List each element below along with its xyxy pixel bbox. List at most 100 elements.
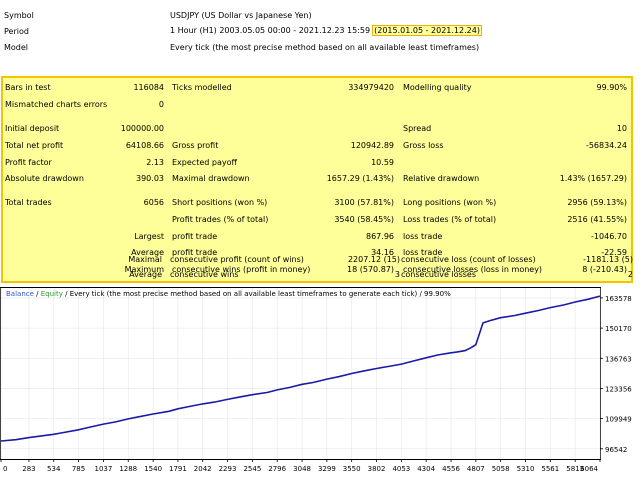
average-profit-label: profit trade: [172, 248, 218, 257]
maximal-consec-profit-label: consecutive profit (count of wins): [170, 255, 304, 264]
period-label: Period: [4, 27, 29, 36]
loss-trades-value: 2516 (41.55%): [567, 215, 627, 224]
avg-consec-losses-value: 2: [627, 270, 633, 279]
x-tick-label: 2796: [268, 465, 286, 473]
period-highlight: (2015.01.05 - 2021.12.24): [372, 25, 482, 36]
total-trades-value: 6056: [143, 198, 164, 207]
short-positions-value: 3100 (57.81%): [334, 198, 394, 207]
short-positions-label: Short positions (won %): [172, 198, 268, 207]
absolute-drawdown-label: Absolute drawdown: [5, 174, 84, 183]
x-tick-label: 1037: [95, 465, 113, 473]
modelling-quality-label: Modelling quality: [403, 83, 472, 92]
expected-payoff-value: 10.59: [371, 158, 394, 167]
avg-consec-losses-label: consecutive losses: [401, 270, 477, 279]
legend-model: Every tick (the most precise method base…: [69, 290, 418, 298]
x-tick-label: 3048: [293, 465, 311, 473]
maximal-drawdown-value: 1657.29 (1.43%): [326, 174, 394, 183]
y-axis: 96542 109949 123356 136763 150170 163578: [600, 295, 632, 454]
balance-chart: 96542 109949 123356 136763 150170 163578 0 283…: [0, 287, 632, 473]
modelling-quality-value: 99.90%: [596, 83, 627, 92]
bars-in-test-value: 116084: [133, 83, 164, 92]
spread-value: 10: [616, 124, 627, 133]
largest-label: Largest: [134, 232, 164, 241]
total-trades-label: Total trades: [5, 198, 52, 207]
stats-table: Bars in test 116084 Ticks modelled 33497…: [1, 76, 633, 283]
gross-profit-value: 120942.89: [350, 141, 394, 150]
absolute-drawdown-value: 390.03: [136, 174, 164, 183]
initial-deposit-label: Initial deposit: [5, 124, 60, 133]
x-tick-label: 3299: [318, 465, 336, 473]
average-loss-value: -22.59: [601, 248, 627, 257]
y-tick-label: 96542: [605, 446, 627, 454]
average-label: Average: [131, 248, 164, 257]
model-value: Every tick (the most precise method base…: [170, 43, 480, 52]
largest-loss-value: -1046.70: [591, 232, 627, 241]
y-tick-label: 150170: [605, 325, 632, 333]
largest-profit-label: profit trade: [172, 232, 218, 241]
model-label: Model: [4, 43, 29, 52]
maximal-label: Maximal: [128, 255, 162, 264]
long-positions-value: 2956 (59.13%): [567, 198, 627, 207]
long-positions-label: Long positions (won %): [403, 198, 497, 207]
maximal-consec-loss-label: consecutive loss (count of losses): [401, 255, 536, 264]
legend-sep-3: /: [417, 290, 425, 298]
legend-equity: Equity: [40, 290, 63, 298]
x-tick-label: 5813: [566, 465, 584, 473]
gross-profit-label: Gross profit: [172, 141, 219, 150]
profit-factor-value: 2.13: [146, 158, 164, 167]
profit-factor-label: Profit factor: [5, 158, 52, 167]
relative-drawdown-label: Relative drawdown: [403, 174, 480, 183]
x-tick-label: 4556: [442, 465, 460, 473]
mismatched-errors-label: Mismatched charts errors: [5, 100, 108, 109]
x-tick-label: 5561: [541, 465, 559, 473]
average2-label: Average: [129, 270, 162, 279]
legend-quality: 99.90%: [424, 290, 451, 298]
period-value-row: 1 Hour (H1) 2003.05.05 00:00 - 2021.12.2…: [170, 25, 482, 36]
x-tick-label: 2293: [219, 465, 237, 473]
x-tick-label: 1791: [169, 465, 187, 473]
total-net-profit-value: 64108.66: [125, 141, 164, 150]
y-tick-label: 109949: [605, 416, 632, 424]
mismatched-errors-value: 0: [158, 100, 164, 109]
loss-trades-label: Loss trades (% of total): [403, 215, 497, 224]
symbol-value: USDJPY (US Dollar vs Japanese Yen): [170, 11, 312, 20]
y-tick-label: 136763: [605, 355, 632, 363]
total-net-profit-label: Total net profit: [5, 141, 64, 150]
largest-profit-value: 867.96: [366, 232, 394, 241]
x-tick-label: 4053: [392, 465, 410, 473]
x-tick-label: 5310: [517, 465, 535, 473]
plot-frame: [0, 287, 601, 460]
x-tick-label: 1288: [119, 465, 137, 473]
average-loss-label: loss trade: [403, 248, 443, 257]
y-tick-label: 123356: [605, 385, 632, 393]
legend-sep-2: /: [62, 290, 70, 298]
balance-series-line: [0, 295, 601, 442]
legend-balance: Balance: [6, 290, 34, 298]
maximum-label: Maximum: [124, 265, 164, 274]
max-consec-losses-value: 8 (-210.43): [582, 265, 627, 274]
maximal-consec-profit-value: 2207.12 (15): [347, 255, 400, 264]
max-consec-losses-label: consecutive losses (loss in money): [403, 265, 543, 274]
largest-loss-label: loss trade: [403, 232, 443, 241]
gross-loss-label: Gross loss: [403, 141, 444, 150]
x-tick-label: 785: [72, 465, 85, 473]
x-tick-label: 5058: [492, 465, 510, 473]
x-tick-label: 6064: [580, 465, 598, 473]
gross-loss-value: -56834.24: [585, 141, 627, 150]
x-tick-label: 1540: [144, 465, 162, 473]
relative-drawdown-value: 1.43% (1657.29): [559, 174, 627, 183]
bars-in-test-label: Bars in test: [5, 83, 51, 92]
x-tick-label: 3550: [343, 465, 361, 473]
legend-sep-1: /: [33, 290, 41, 298]
period-value: 1 Hour (H1) 2003.05.05 00:00 - 2021.12.2…: [170, 26, 371, 35]
ticks-modelled-label: Ticks modelled: [172, 83, 232, 92]
x-tick-label: 283: [22, 465, 35, 473]
maximal-drawdown-label: Maximal drawdown: [172, 174, 250, 183]
x-tick-label: 3802: [368, 465, 386, 473]
ticks-modelled-value: 334979420: [348, 83, 394, 92]
x-tick-label: 2545: [243, 465, 261, 473]
spread-label: Spread: [403, 124, 432, 133]
x-axis: 0 283 534 785 1037 1288 1540 1791 2042 2293 2545 27…: [0, 459, 601, 473]
profit-trades-label: Profit trades (% of total): [172, 215, 269, 224]
average-profit-value: 34.16: [371, 248, 394, 257]
